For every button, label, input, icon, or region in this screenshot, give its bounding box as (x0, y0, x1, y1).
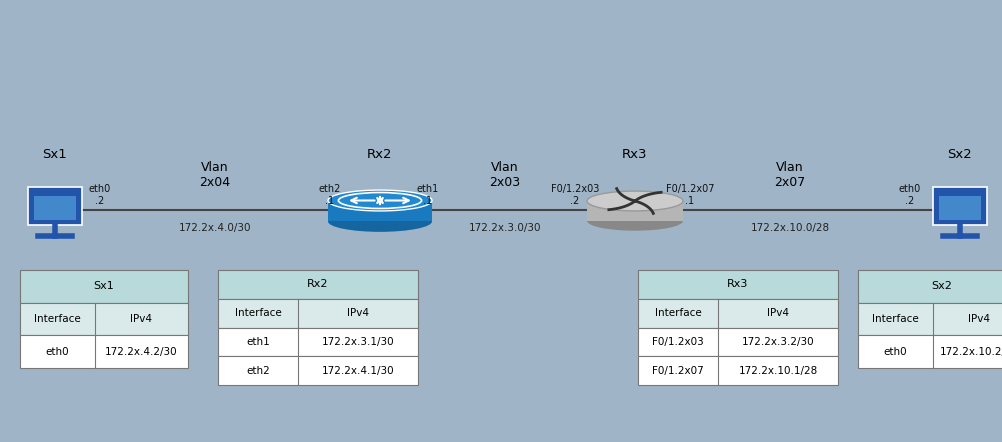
Text: Rx2: Rx2 (308, 279, 329, 290)
Text: Vlan
2x03: Vlan 2x03 (489, 161, 521, 189)
FancyBboxPatch shape (20, 303, 188, 335)
Text: eth0
.2: eth0 .2 (899, 184, 921, 206)
Text: Rx3: Rx3 (622, 149, 647, 161)
FancyBboxPatch shape (328, 201, 432, 221)
Text: eth2
.1: eth2 .1 (319, 184, 342, 206)
FancyBboxPatch shape (20, 270, 188, 303)
Text: Sx1: Sx1 (43, 149, 67, 161)
Ellipse shape (587, 211, 683, 231)
Ellipse shape (328, 211, 432, 232)
FancyBboxPatch shape (858, 303, 1002, 335)
FancyBboxPatch shape (218, 270, 418, 299)
Text: F0/1.2x03
.2: F0/1.2x03 .2 (551, 184, 599, 206)
Text: F0/1.2x07: F0/1.2x07 (652, 366, 703, 376)
Text: Sx2: Sx2 (932, 282, 953, 291)
Text: 172.2x.10.0/28: 172.2x.10.0/28 (750, 223, 830, 233)
Text: Interface: Interface (872, 314, 919, 324)
Text: Rx2: Rx2 (368, 149, 393, 161)
FancyBboxPatch shape (934, 187, 987, 225)
Text: 172.2x.10.1/28: 172.2x.10.1/28 (738, 366, 818, 376)
Text: 172.2x.4.1/30: 172.2x.4.1/30 (322, 366, 395, 376)
Text: F0/1.2x07
.1: F0/1.2x07 .1 (665, 184, 714, 206)
FancyBboxPatch shape (638, 270, 838, 299)
FancyBboxPatch shape (28, 187, 81, 225)
Ellipse shape (328, 190, 432, 211)
Text: 172.2x.3.2/30: 172.2x.3.2/30 (741, 337, 815, 347)
Text: 172.2x.4.0/30: 172.2x.4.0/30 (178, 223, 252, 233)
Text: Sx2: Sx2 (948, 149, 972, 161)
Text: Vlan
2x04: Vlan 2x04 (199, 161, 230, 189)
FancyBboxPatch shape (218, 328, 418, 356)
Text: eth1: eth1 (246, 337, 270, 347)
Text: F0/1.2x03: F0/1.2x03 (652, 337, 703, 347)
Text: eth0: eth0 (46, 347, 69, 357)
FancyBboxPatch shape (218, 356, 418, 385)
FancyBboxPatch shape (638, 356, 838, 385)
FancyBboxPatch shape (587, 201, 683, 221)
Text: 172.2x.3.1/30: 172.2x.3.1/30 (322, 337, 395, 347)
Text: IPv4: IPv4 (130, 314, 152, 324)
Text: 172.2x.10.2/28: 172.2x.10.2/28 (940, 347, 1002, 357)
Text: Rx3: Rx3 (727, 279, 748, 290)
FancyBboxPatch shape (34, 196, 76, 221)
Text: 172.2x.4.2/30: 172.2x.4.2/30 (105, 347, 177, 357)
Text: Interface: Interface (234, 308, 282, 318)
FancyBboxPatch shape (218, 299, 418, 328)
Text: IPv4: IPv4 (969, 314, 991, 324)
Text: IPv4: IPv4 (347, 308, 369, 318)
FancyBboxPatch shape (939, 196, 981, 221)
Ellipse shape (587, 191, 683, 211)
FancyBboxPatch shape (858, 270, 1002, 303)
Text: eth0
.2: eth0 .2 (89, 184, 111, 206)
FancyBboxPatch shape (638, 299, 838, 328)
Text: eth2: eth2 (246, 366, 270, 376)
FancyBboxPatch shape (20, 335, 188, 368)
Text: Interface: Interface (654, 308, 701, 318)
FancyBboxPatch shape (858, 335, 1002, 368)
FancyBboxPatch shape (638, 328, 838, 356)
Text: eth1
.1: eth1 .1 (417, 184, 439, 206)
Text: Interface: Interface (34, 314, 81, 324)
Text: Sx1: Sx1 (93, 282, 114, 291)
Text: IPv4: IPv4 (767, 308, 789, 318)
Text: eth0: eth0 (884, 347, 908, 357)
Text: Vlan
2x07: Vlan 2x07 (775, 161, 806, 189)
Text: 172.2x.3.0/30: 172.2x.3.0/30 (469, 223, 541, 233)
